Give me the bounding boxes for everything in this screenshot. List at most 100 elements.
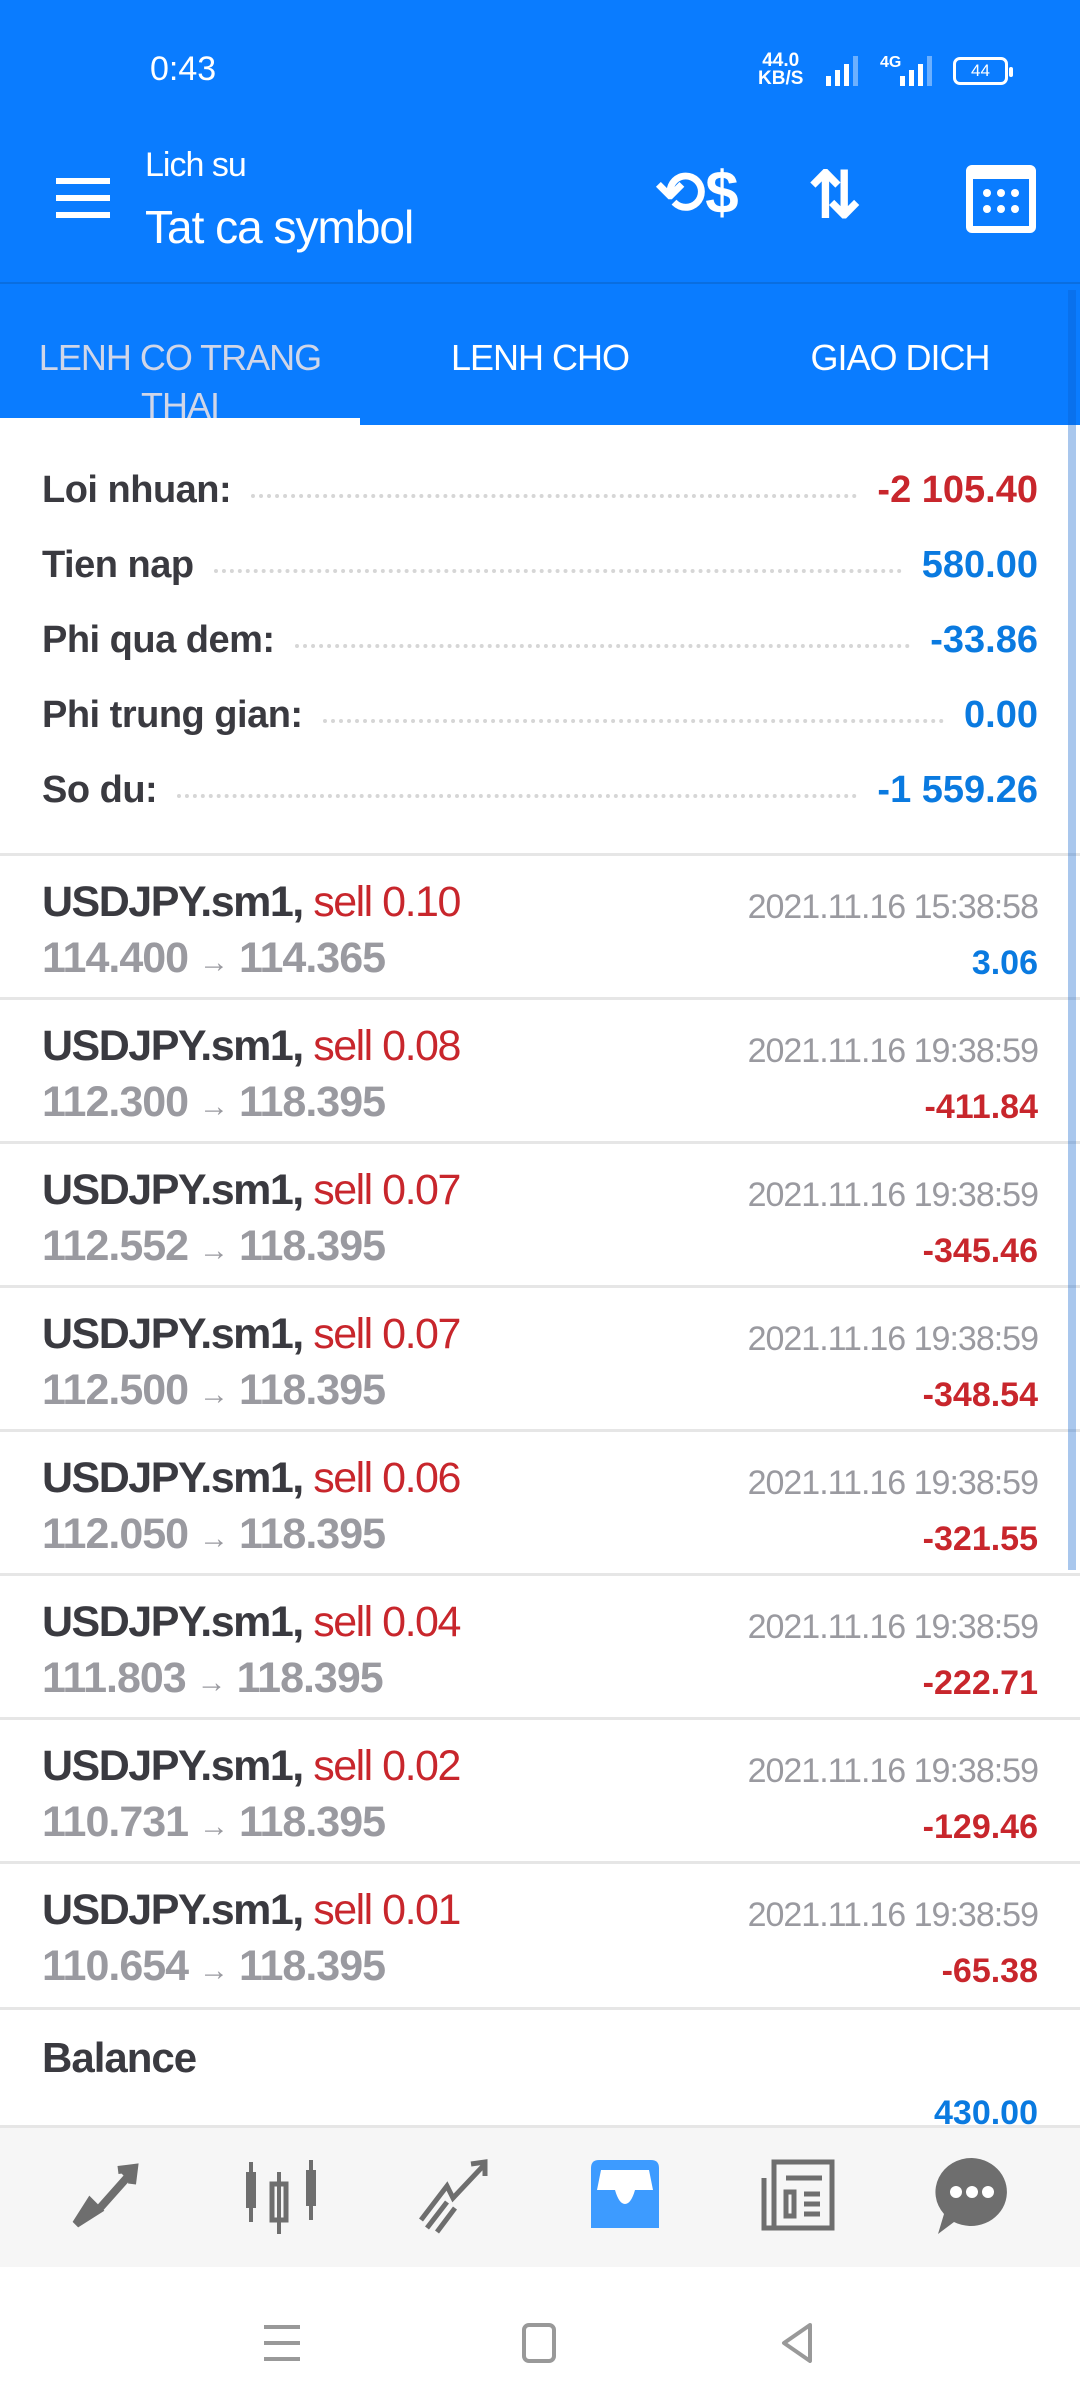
trade-symbol: USDJPY.sm1, sell 0.06 <box>42 1454 461 1502</box>
arrow-icon: → <box>199 1810 229 1843</box>
sort-icon[interactable]: ⇅ <box>808 159 862 231</box>
dotted-leader <box>177 794 858 798</box>
trade-symbol: USDJPY.sm1, sell 0.01 <box>42 1886 461 1934</box>
summary-label: Phi qua dem: <box>42 618 275 661</box>
summary-row: Phi trung gian: 0.00 <box>42 685 1038 745</box>
open-price: 111.803 <box>42 1654 187 1702</box>
summary-value: -33.86 <box>930 618 1038 661</box>
summary-row: Loi nhuan: -2 105.40 <box>42 460 1038 520</box>
open-price: 112.300 <box>42 1078 189 1126</box>
trade-side: sell 0.04 <box>313 1598 461 1646</box>
back-icon[interactable] <box>778 2323 818 2363</box>
trade-row[interactable]: USDJPY.sm1, sell 0.04 111.803 → 118.395 … <box>0 1573 1080 1717</box>
trade-row[interactable]: USDJPY.sm1, sell 0.07 112.500 → 118.395 … <box>0 1285 1080 1429</box>
tab-closed-orders[interactable]: LENH CO TRANG THAI <box>38 337 322 426</box>
trade-time: 2021.11.16 15:38:58 <box>747 888 1039 926</box>
arrow-icon: → <box>196 1666 227 1699</box>
summary-value: 580.00 <box>921 543 1038 586</box>
header-subtitle: Lich su <box>145 146 247 184</box>
trade-row[interactable]: USDJPY.sm1, sell 0.08 112.300 → 118.395 … <box>0 997 1080 1141</box>
network-type: 4G <box>880 54 902 71</box>
open-price: 112.552 <box>42 1222 189 1270</box>
open-price: 110.654 <box>42 1942 189 1990</box>
balance-label: Balance <box>42 2034 197 2081</box>
trade-profit: -129.46 <box>922 1808 1038 1846</box>
trade-side: sell 0.08 <box>313 1022 461 1070</box>
header-title[interactable]: Tat ca symbol <box>145 201 414 253</box>
arrow-icon: → <box>199 946 229 979</box>
tab-pending-orders[interactable]: LENH CHO <box>450 337 630 378</box>
dotted-leader <box>294 644 911 648</box>
summary-row: So du: -1 559.26 <box>42 760 1038 820</box>
trade-prices: 112.300 → 118.395 <box>42 1078 386 1127</box>
trade-row[interactable]: USDJPY.sm1, sell 0.02 110.731 → 118.395 … <box>0 1717 1080 1861</box>
balance-row[interactable]: Balance 430.00 <box>0 2007 1080 2132</box>
status-time: 0:43 <box>150 50 217 88</box>
menu-icon[interactable] <box>56 178 110 218</box>
trade-row[interactable]: USDJPY.sm1, sell 0.10 114.400 → 114.365 … <box>0 853 1080 997</box>
quotes-icon[interactable] <box>68 2156 148 2236</box>
summary-label: Tien nap <box>42 543 194 586</box>
home-icon[interactable] <box>520 2323 560 2363</box>
trade-symbol: USDJPY.sm1, sell 0.10 <box>42 878 461 926</box>
trade-side: sell 0.06 <box>313 1454 461 1502</box>
trade-symbol: USDJPY.sm1, sell 0.08 <box>42 1022 461 1070</box>
scrollbar[interactable] <box>1068 290 1076 1570</box>
close-price: 118.395 <box>238 1222 386 1270</box>
trade-time: 2021.11.16 19:38:59 <box>747 1896 1039 1934</box>
summary-value: -1 559.26 <box>877 768 1038 811</box>
trade-side: sell 0.07 <box>313 1166 461 1214</box>
open-price: 114.400 <box>42 934 189 982</box>
calendar-icon[interactable] <box>966 165 1036 233</box>
tab-bar: LENH CO TRANG THAI LENH CHO GIAO DICH <box>0 282 1080 426</box>
summary-label: Loi nhuan: <box>42 468 232 511</box>
trade-side: sell 0.01 <box>313 1886 461 1934</box>
trade-symbol: USDJPY.sm1, sell 0.02 <box>42 1742 461 1790</box>
open-price: 110.731 <box>42 1798 189 1846</box>
close-price: 118.395 <box>236 1654 384 1702</box>
history-icon[interactable] <box>585 2156 665 2236</box>
arrow-icon: → <box>199 1090 229 1123</box>
bottom-nav <box>0 2125 1080 2267</box>
trade-icon[interactable] <box>415 2156 495 2236</box>
currency-exchange-icon[interactable]: ⟲$ <box>655 159 739 226</box>
chart-icon[interactable] <box>242 2156 322 2236</box>
trade-prices: 112.552 → 118.395 <box>42 1222 386 1271</box>
chat-icon[interactable] <box>932 2156 1012 2236</box>
summary-label: So du: <box>42 768 158 811</box>
trade-prices: 111.803 → 118.395 <box>42 1654 384 1703</box>
trade-row[interactable]: USDJPY.sm1, sell 0.06 112.050 → 118.395 … <box>0 1429 1080 1573</box>
trade-profit: -65.38 <box>941 1952 1038 1990</box>
close-price: 118.395 <box>238 1078 386 1126</box>
dotted-leader <box>213 569 902 573</box>
trade-profit: -345.46 <box>922 1232 1038 1270</box>
trade-time: 2021.11.16 19:38:59 <box>747 1464 1039 1502</box>
trade-prices: 110.731 → 118.395 <box>42 1798 386 1847</box>
open-price: 112.500 <box>42 1366 189 1414</box>
trade-row[interactable]: USDJPY.sm1, sell 0.01 110.654 → 118.395 … <box>0 1861 1080 2005</box>
close-price: 118.395 <box>238 1798 386 1846</box>
summary-value: 0.00 <box>964 693 1038 736</box>
news-icon[interactable] <box>758 2156 838 2236</box>
trade-time: 2021.11.16 19:38:59 <box>747 1032 1039 1070</box>
trade-symbol: USDJPY.sm1, sell 0.07 <box>42 1310 461 1358</box>
open-price: 112.050 <box>42 1510 189 1558</box>
tab-deals[interactable]: GIAO DICH <box>810 337 990 378</box>
summary-row: Phi qua dem: -33.86 <box>42 610 1038 670</box>
trade-row[interactable]: USDJPY.sm1, sell 0.07 112.552 → 118.395 … <box>0 1141 1080 1285</box>
trade-time: 2021.11.16 19:38:59 <box>747 1320 1039 1358</box>
recents-icon[interactable] <box>262 2323 302 2363</box>
trade-profit: -222.71 <box>922 1664 1038 1702</box>
status-bar: 0:43 44.0 KB/S 4G 44 <box>0 0 1080 140</box>
summary-value: -2 105.40 <box>877 468 1038 511</box>
arrow-icon: → <box>199 1234 229 1267</box>
trade-prices: 114.400 → 114.365 <box>42 934 386 983</box>
summary-label: Phi trung gian: <box>42 693 303 736</box>
trade-profit: -411.84 <box>924 1088 1038 1126</box>
trade-time: 2021.11.16 19:38:59 <box>747 1176 1039 1214</box>
trade-time: 2021.11.16 19:38:59 <box>747 1752 1039 1790</box>
close-price: 114.365 <box>238 934 386 982</box>
trade-time: 2021.11.16 19:38:59 <box>747 1608 1039 1646</box>
trade-profit: -321.55 <box>922 1520 1038 1558</box>
arrow-icon: → <box>199 1378 229 1411</box>
